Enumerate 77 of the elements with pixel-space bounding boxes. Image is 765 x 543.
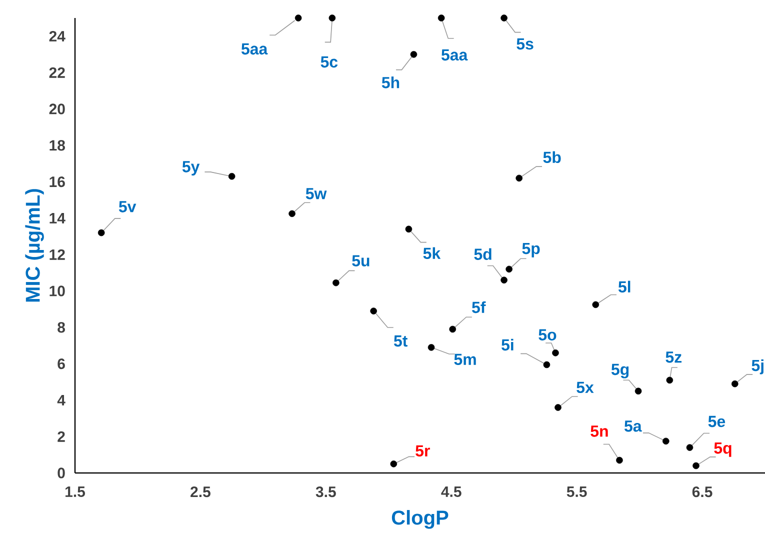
x-axis-title: ClogP: [392, 510, 448, 529]
annotation: 5m: [454, 354, 476, 365]
annotation: 5l: [618, 280, 630, 293]
annotation: 5w: [306, 188, 327, 200]
point: [294, 14, 302, 22]
annotation: 5i: [502, 338, 514, 351]
annotation: 5o: [538, 329, 556, 340]
annotation: 5x: [576, 382, 594, 394]
y-tick-label: 22: [49, 67, 65, 78]
x-tick-label: 2.5: [190, 486, 210, 498]
point: [410, 50, 418, 58]
x-tick-label: 1.5: [66, 486, 86, 497]
x-tick-label: 3.5: [316, 486, 336, 498]
point: [552, 349, 559, 356]
annotation: 5j: [752, 359, 764, 374]
point: [449, 326, 456, 333]
point: [506, 266, 512, 273]
y-tick-label: 14: [50, 213, 66, 224]
annotation: 5z: [666, 352, 682, 363]
annotation: 5q: [714, 442, 732, 457]
annotation: 5h: [382, 76, 400, 88]
point: [616, 456, 623, 464]
annotation: 5p: [522, 242, 540, 258]
y-tick-label: 8: [58, 322, 65, 333]
point: [500, 14, 508, 22]
point: [500, 276, 508, 284]
point: [692, 462, 700, 470]
annotation: 5k: [423, 247, 441, 259]
annotation: 5g: [611, 364, 629, 378]
point: [370, 308, 377, 314]
point: [328, 14, 336, 22]
annotation: 5y: [182, 161, 200, 176]
annotation: 5t: [394, 335, 408, 347]
point: [98, 229, 105, 236]
annotation: 5c: [320, 56, 338, 68]
y-tick-label: 4: [57, 395, 66, 406]
point: [686, 444, 694, 451]
point: [390, 460, 398, 468]
point: [428, 344, 435, 351]
y-tick-label: 18: [50, 140, 65, 151]
point: [666, 376, 674, 384]
y-tick-label: 2: [58, 431, 65, 442]
point: [634, 388, 642, 394]
y-axis-title: MIC (µg/mL): [25, 189, 44, 302]
annotation: 5v: [118, 201, 136, 212]
point: [405, 226, 412, 233]
y-tick-label: 20: [49, 104, 65, 114]
annotation: 5n: [590, 426, 608, 437]
point: [662, 438, 670, 445]
annotation: 5s: [516, 38, 534, 50]
point: [288, 210, 296, 218]
y-tick-label: 12: [50, 249, 65, 260]
y-tick-label: 24: [49, 30, 66, 42]
annotation: 5aa: [441, 49, 468, 61]
y-tick-label: 6: [58, 358, 65, 370]
point: [731, 380, 738, 388]
annotation: 5d: [474, 248, 492, 260]
x-tick-label: 6.5: [692, 486, 712, 498]
annotation: 5b: [543, 151, 561, 164]
point: [592, 301, 600, 308]
point: [438, 14, 445, 22]
annotation: 5r: [416, 445, 430, 456]
annotation: 5aa: [241, 43, 268, 55]
x-tick-label: 5.5: [566, 486, 587, 497]
point: [554, 404, 562, 411]
annotation: 5a: [624, 420, 642, 432]
y-tick-label: 10: [50, 286, 65, 296]
y-tick-label: 0: [58, 468, 65, 478]
point: [228, 172, 236, 180]
point: [332, 279, 340, 286]
point: [543, 361, 550, 368]
x-tick-label: 4.5: [441, 486, 462, 497]
annotation: 5f: [472, 301, 486, 314]
point: [516, 174, 523, 182]
annotation: 5u: [352, 255, 370, 266]
annotation: 5e: [708, 416, 726, 428]
y-tick-label: 16: [50, 176, 65, 188]
